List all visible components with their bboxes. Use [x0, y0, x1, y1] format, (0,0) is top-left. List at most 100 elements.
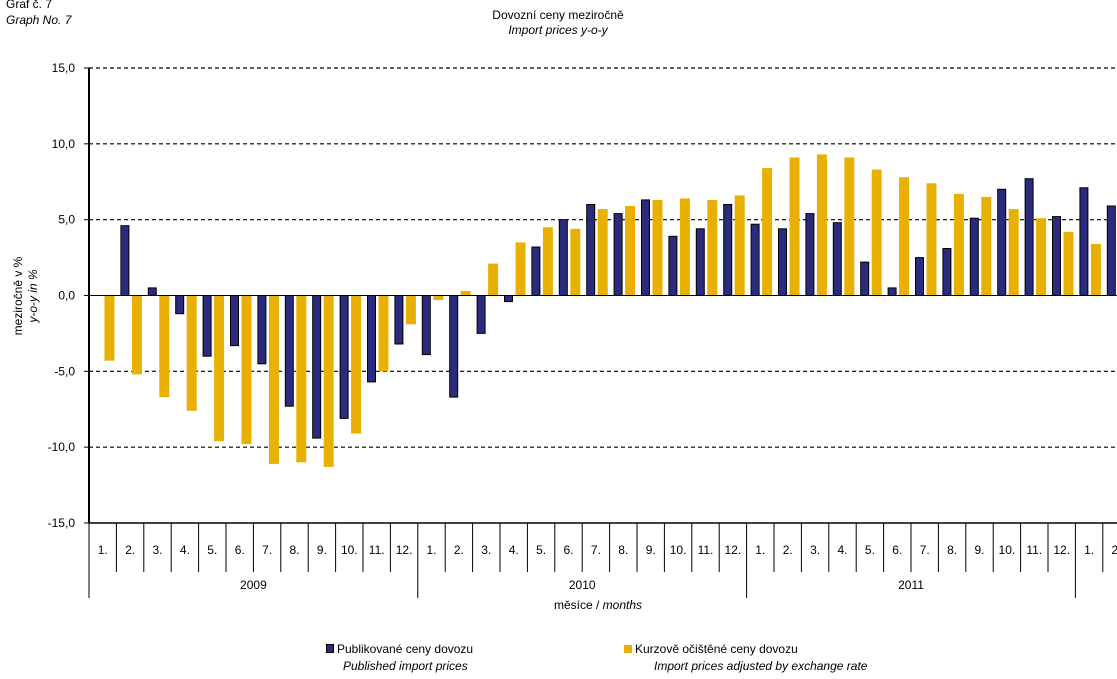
x-tick-label: 4.: [180, 543, 190, 557]
bar-published: [558, 219, 568, 296]
bar-adjusted: [323, 295, 334, 467]
bar-adjusted: [652, 199, 663, 296]
year-label: 2009: [240, 578, 267, 592]
x-tick-label: 2.: [783, 543, 793, 557]
bar-published: [284, 295, 294, 407]
bar-adjusted: [899, 177, 910, 296]
bar-adjusted: [1008, 209, 1019, 296]
x-axis-title-en: months: [603, 598, 642, 612]
bar-adjusted: [268, 295, 279, 464]
x-tick-label: 7.: [591, 543, 601, 557]
x-tick-label: 9.: [646, 543, 656, 557]
bar-adjusted: [296, 295, 307, 463]
legend-swatch-adjusted: [624, 645, 632, 653]
graph-label-cz: Graf č. 7: [6, 0, 53, 11]
x-tick-label: 7.: [262, 543, 272, 557]
bar-published: [476, 295, 486, 334]
bar-adjusted: [734, 195, 745, 296]
bar-adjusted: [351, 295, 362, 434]
bar-adjusted: [214, 295, 225, 442]
x-tick-label: 9.: [974, 543, 984, 557]
x-tick-label: 2.: [454, 543, 464, 557]
x-tick-label: 10.: [341, 543, 358, 557]
x-tick-label: 6.: [563, 543, 573, 557]
bar-published: [750, 223, 760, 296]
bar-adjusted: [1036, 218, 1047, 296]
bar-published: [778, 228, 787, 296]
bar-published: [1052, 216, 1061, 297]
bar-adjusted: [159, 295, 170, 398]
y-axis-title: meziročně v %: [11, 256, 25, 335]
x-tick-label: 1.: [98, 543, 108, 557]
x-axis-title: měsíce / months: [554, 598, 642, 612]
bar-published: [257, 295, 267, 365]
bar-adjusted: [926, 183, 937, 296]
bar-adjusted: [816, 154, 827, 296]
bar-published: [175, 295, 185, 315]
bar-published: [942, 248, 952, 296]
bar-published: [887, 287, 897, 296]
bar-published: [860, 261, 870, 297]
bar-published: [997, 188, 1007, 296]
bar-adjusted: [844, 157, 855, 296]
bar-adjusted: [570, 228, 581, 296]
bar-adjusted: [625, 206, 636, 296]
x-tick-label: 12.: [1053, 543, 1070, 557]
bar-adjusted: [488, 263, 499, 296]
graph-label-en: Graph No. 7: [6, 13, 72, 27]
x-tick-label: 9.: [317, 543, 327, 557]
bar-published: [668, 235, 678, 297]
bar-adjusted: [981, 196, 992, 296]
bar-adjusted: [460, 290, 471, 296]
x-tick-label: 8.: [618, 543, 628, 557]
bar-published: [367, 295, 376, 383]
x-tick-label: 7.: [920, 543, 930, 557]
y-axis-title-en: y-o-y in %: [26, 269, 40, 324]
bar-published: [531, 246, 541, 296]
bar-published: [120, 225, 130, 296]
bar-published: [915, 257, 924, 297]
bar-published: [504, 295, 513, 303]
bar-published: [695, 228, 705, 296]
bar-adjusted: [597, 209, 608, 296]
bar-adjusted: [131, 295, 142, 375]
x-tick-label: 2.: [125, 543, 135, 557]
x-tick-label: 6.: [235, 543, 245, 557]
bar-adjusted: [679, 198, 690, 296]
bar-published: [449, 295, 459, 398]
chart-subtitle: Import prices y-o-y: [508, 23, 608, 37]
x-tick-label: 12.: [725, 543, 742, 557]
y-tick-label: -15,0: [48, 516, 76, 530]
bar-published: [1024, 178, 1034, 296]
x-tick-label: 12.: [396, 543, 413, 557]
legend-item-published: Publikované ceny dovozu Published import…: [326, 641, 473, 675]
x-tick-label: 3.: [810, 543, 820, 557]
bar-published: [147, 287, 157, 296]
x-tick-label: 2.: [1111, 543, 1117, 557]
bar-published: [202, 295, 212, 357]
x-tick-label: 6.: [892, 543, 902, 557]
bar-adjusted: [707, 199, 718, 296]
legend-label-adjusted-en: Import prices adjusted by exchange rate: [654, 659, 868, 673]
bar-published: [641, 199, 650, 296]
y-tick-label: -5,0: [54, 364, 75, 378]
bar-published: [421, 295, 431, 356]
x-tick-label: 4.: [509, 543, 519, 557]
bar-published: [394, 295, 404, 345]
bar-published: [230, 295, 239, 347]
bar-adjusted: [186, 295, 197, 411]
bar-adjusted: [1090, 243, 1101, 296]
bar-adjusted: [1063, 231, 1074, 296]
y-tick-label: -10,0: [48, 440, 76, 454]
bar-adjusted: [515, 242, 526, 296]
y-tick-label: 5,0: [58, 213, 75, 227]
bar-adjusted: [762, 168, 773, 296]
legend-swatch-published: [326, 644, 334, 653]
bar-published: [1079, 187, 1089, 296]
bar-published: [969, 217, 979, 296]
bar-adjusted: [433, 295, 444, 301]
bar-adjusted: [241, 295, 252, 445]
x-tick-label: 11.: [1026, 543, 1042, 557]
bar-adjusted: [953, 193, 964, 296]
bar-published: [586, 204, 596, 296]
